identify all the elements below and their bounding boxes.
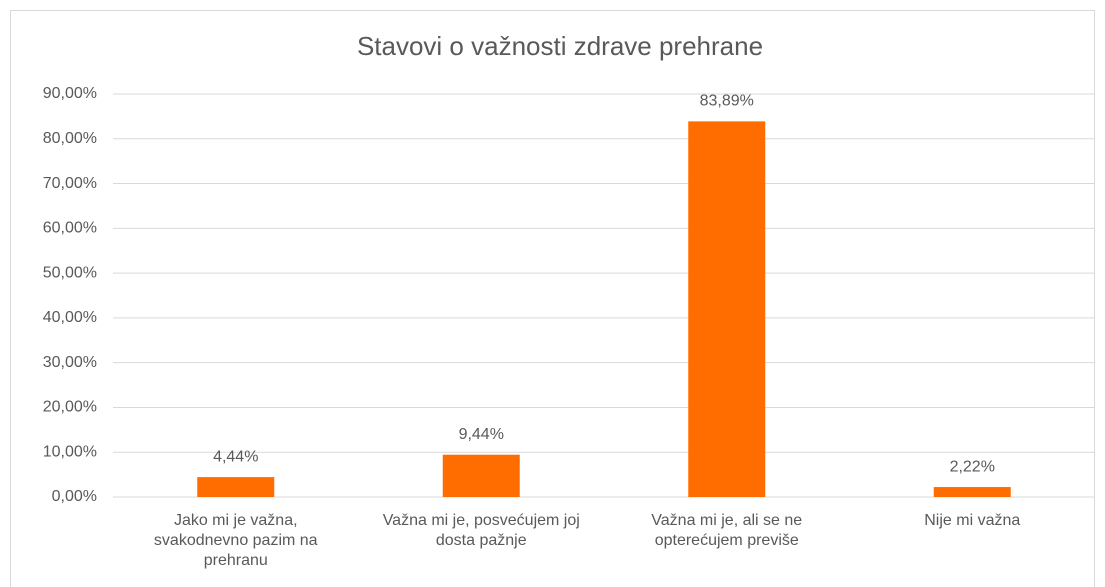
y-tick-label: 90,00% — [43, 85, 97, 102]
y-tick-label: 20,00% — [43, 399, 97, 416]
bar — [688, 121, 766, 497]
data-label: 4,44% — [213, 448, 258, 465]
y-tick-label: 40,00% — [43, 309, 97, 326]
y-tick-label: 10,00% — [43, 443, 97, 460]
y-tick-label: 30,00% — [43, 354, 97, 371]
bar — [933, 487, 1011, 497]
bar — [197, 477, 275, 497]
x-tick-label: Nije mi važna — [924, 512, 1021, 529]
x-tick-label: Jako mi je važna, svakodnevno pazim na p… — [153, 512, 318, 569]
bar — [442, 454, 520, 497]
y-tick-label: 80,00% — [43, 130, 97, 147]
chart-border — [10, 10, 1095, 587]
y-tick-label: 60,00% — [43, 220, 97, 237]
y-tick-label: 50,00% — [43, 264, 97, 281]
data-label: 83,89% — [700, 93, 754, 110]
data-label: 9,44% — [459, 426, 504, 443]
y-tick-label: 70,00% — [43, 175, 97, 192]
chart-title: Stavovi o važnosti zdrave prehrane — [357, 31, 763, 61]
y-tick-label: 0,00% — [52, 488, 97, 505]
data-label: 2,22% — [950, 458, 995, 475]
x-tick-label: Važna mi je, posvećujem joj dosta pažnje — [382, 512, 580, 549]
x-tick-label: Važna mi je, ali se ne opterećujem previ… — [651, 512, 803, 549]
